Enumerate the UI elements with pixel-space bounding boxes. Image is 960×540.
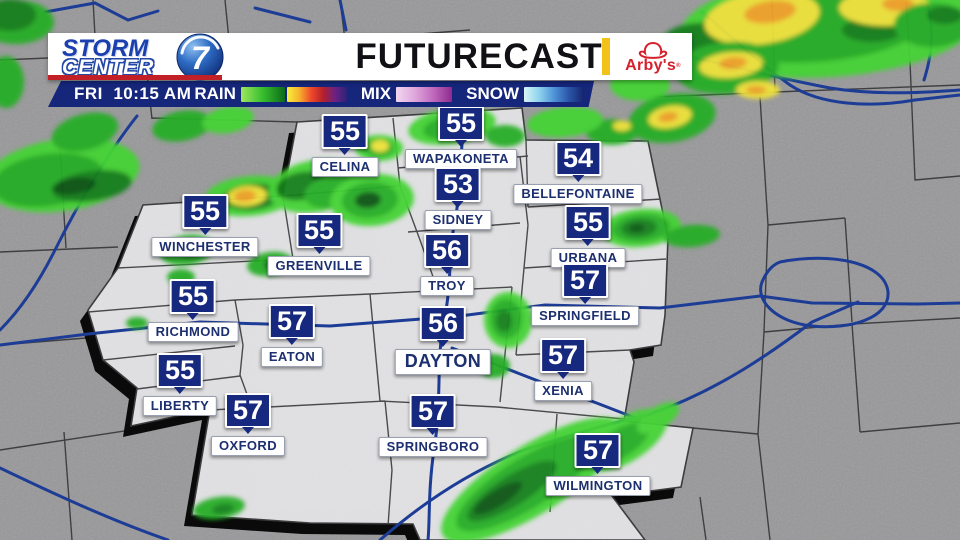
legend-rain: RAIN: [194, 84, 347, 104]
city-marker-liberty: 55 LIBERTY: [142, 353, 218, 416]
temp-pointer: [338, 148, 351, 161]
mix-label: MIX: [360, 84, 392, 103]
temp-value: 55: [181, 194, 228, 229]
temp-pointer: [312, 247, 325, 260]
temp-value: 55: [564, 205, 611, 240]
timestamp: FRI 10:15 AM: [74, 84, 192, 103]
city-marker-wilmington: 57 WILMINGTON: [545, 433, 651, 496]
legend-bar: FRI 10:15 AM RAIN MIX SNOW: [48, 81, 594, 107]
temp-pointer: [241, 427, 254, 440]
rain-label: RAIN: [194, 84, 236, 103]
city-marker-dayton: 56 DAYTON: [394, 306, 492, 375]
city-name: BELLEFONTAINE: [513, 184, 643, 204]
temp-value: 57: [410, 394, 456, 429]
temp-value: 55: [295, 213, 342, 248]
city-name: RICHMOND: [147, 322, 239, 342]
temp-pointer: [286, 338, 298, 351]
temp-pointer: [571, 175, 584, 188]
temp-value: 54: [554, 141, 601, 176]
city-marker-eaton: 57 EATON: [260, 304, 324, 367]
legend-mix: MIX: [360, 84, 453, 104]
temp-pointer: [556, 372, 569, 385]
city-name: OXFORD: [210, 436, 286, 456]
city-marker-celina: 55 CELINA: [311, 114, 379, 177]
ring-road: [759, 256, 890, 329]
city-marker-xenia: 57 XENIA: [534, 338, 592, 401]
sponsor-logo: Arby's®: [614, 33, 692, 80]
city-name: SIDNEY: [424, 210, 492, 230]
city-marker-springboro: 57 SPRINGBORO: [378, 394, 488, 457]
rain-green-swatch: [240, 86, 285, 102]
snow-label: SNOW: [466, 84, 519, 103]
temp-pointer: [455, 140, 467, 153]
sponsor-divider: [602, 38, 610, 75]
temp-pointer: [427, 428, 439, 441]
radar-cell-northeast: [527, 0, 960, 145]
city-marker-sidney: 53 SIDNEY: [424, 167, 492, 230]
temp-pointer: [591, 467, 604, 480]
svg-text:7: 7: [191, 40, 211, 76]
storm-center-7-logo: STORM CENTER 7: [56, 33, 266, 81]
temp-value: 55: [321, 114, 368, 149]
city-name: SPRINGBORO: [378, 437, 488, 457]
logo-line2: CENTER: [62, 56, 155, 79]
arbys-hat-icon: [638, 41, 668, 59]
radar-cell-urbana: [601, 208, 720, 248]
city-marker-winchester: 55 WINCHESTER: [151, 194, 259, 257]
temp-value: 57: [269, 304, 315, 339]
temp-pointer: [452, 201, 464, 214]
mix-swatch: [396, 86, 453, 102]
temp-value: 57: [224, 393, 271, 428]
sponsor-name: Arby's®: [625, 56, 681, 74]
header-bar: STORM CENTER 7 FUTURECAST Arby's®: [48, 33, 692, 81]
temp-value: 55: [438, 106, 484, 141]
city-name: LIBERTY: [142, 396, 218, 416]
page-title: FUTURECAST: [355, 36, 603, 76]
city-marker-springfield: 57 SPRINGFIELD: [531, 263, 639, 326]
temp-pointer: [436, 340, 449, 353]
city-marker-wapakoneta: 55 WAPAKONETA: [405, 106, 517, 169]
timestamp-group: FRI 10:15 AM: [74, 84, 193, 104]
city-marker-greenville: 55 GREENVILLE: [267, 213, 371, 276]
logo-red-stripe: [48, 75, 222, 80]
temp-value: 55: [156, 353, 203, 388]
river-bottom-left: [0, 466, 170, 540]
temp-value: 57: [561, 263, 608, 298]
registered-mark: ®: [676, 62, 681, 69]
city-marker-urbana: 55 URBANA: [550, 205, 626, 268]
temp-pointer: [581, 239, 594, 252]
city-marker-oxford: 57 OXFORD: [210, 393, 286, 456]
city-name: TROY: [420, 276, 474, 296]
rain-warm-swatch: [286, 86, 347, 102]
temp-value: 53: [435, 167, 481, 202]
temp-value: 56: [424, 233, 470, 268]
city-name: DAYTON: [394, 349, 492, 375]
legend-snow: SNOW: [466, 84, 584, 104]
temp-value: 56: [419, 306, 466, 341]
city-name: WINCHESTER: [151, 237, 259, 257]
temp-pointer: [578, 297, 591, 310]
snow-swatch: [524, 86, 584, 102]
temp-pointer: [198, 228, 211, 241]
city-name: XENIA: [534, 381, 592, 401]
city-name: WAPAKONETA: [405, 149, 517, 169]
temp-value: 55: [169, 279, 216, 314]
city-marker-bellefontaine: 54 BELLEFONTAINE: [513, 141, 643, 204]
temp-pointer: [173, 387, 186, 400]
temp-pointer: [441, 267, 453, 280]
temp-value: 57: [574, 433, 621, 468]
roads-top-left: [43, 0, 348, 32]
city-name: WILMINGTON: [545, 476, 651, 496]
city-marker-richmond: 55 RICHMOND: [147, 279, 239, 342]
city-marker-troy: 56 TROY: [420, 233, 474, 296]
city-name: EATON: [260, 347, 324, 367]
city-name: GREENVILLE: [267, 256, 371, 276]
city-name: CELINA: [311, 157, 379, 177]
channel-7-icon: 7: [176, 33, 224, 81]
city-name: SPRINGFIELD: [531, 306, 639, 326]
temp-value: 57: [539, 338, 586, 373]
temp-pointer: [186, 313, 199, 326]
logo-line1: STORM: [62, 35, 149, 62]
